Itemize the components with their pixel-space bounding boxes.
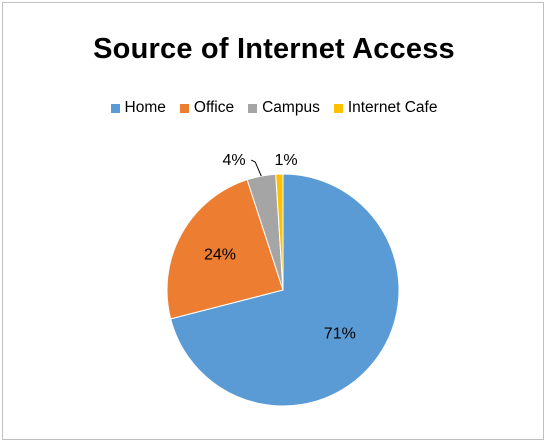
legend-item-campus: Campus — [248, 99, 320, 117]
legend-label-internet-cafe: Internet Cafe — [347, 99, 438, 116]
legend-label-home: Home — [124, 99, 166, 116]
legend: Home Office Campus Internet Cafe — [3, 99, 545, 117]
legend-swatch-campus — [248, 103, 258, 113]
legend-item-internet-cafe: Internet Cafe — [333, 99, 438, 117]
chart-frame: Source of Internet Access Home Office Ca… — [2, 2, 544, 440]
legend-label-office: Office — [193, 99, 235, 116]
pie-slice-internet-cafe — [275, 173, 284, 291]
data-label-office: 24% — [204, 247, 236, 264]
pie-slice-office — [166, 179, 284, 320]
leader-line-campus — [251, 159, 262, 177]
legend-swatch-office — [179, 103, 189, 113]
legend-swatch-internet-cafe — [333, 103, 343, 113]
legend-swatch-home — [110, 103, 120, 113]
legend-label-campus: Campus — [262, 99, 320, 116]
legend-item-home: Home — [110, 99, 166, 117]
data-label-internet-cafe: 1% — [274, 152, 297, 169]
pie-chart: 71% 24% 4% 1% — [166, 152, 400, 407]
chart-title: Source of Internet Access — [93, 33, 455, 65]
legend-item-office: Office — [179, 99, 235, 117]
data-label-home: 71% — [324, 325, 356, 342]
data-label-campus: 4% — [222, 152, 245, 169]
pie-slice-home — [170, 173, 400, 407]
